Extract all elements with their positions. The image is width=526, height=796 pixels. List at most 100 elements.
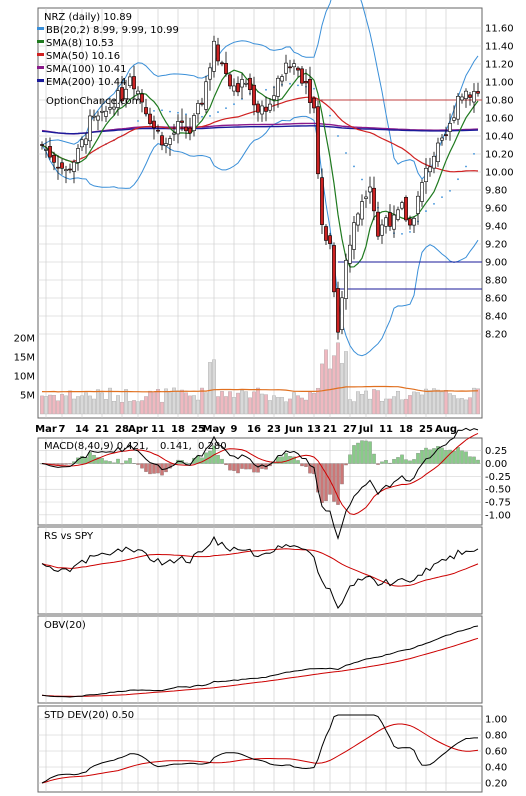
volume-bar xyxy=(316,387,320,415)
bollinger-mid-dot xyxy=(337,135,339,137)
macd-histogram-bar xyxy=(144,463,148,472)
macd-histogram-bar xyxy=(400,454,404,464)
volume-bar xyxy=(452,395,456,415)
candle-body xyxy=(184,126,188,132)
volume-bar xyxy=(280,397,284,415)
candle-body xyxy=(424,167,428,182)
macd-histogram-bar xyxy=(216,455,220,464)
sma50-line xyxy=(41,96,479,173)
candle-body xyxy=(40,144,44,146)
candle-body xyxy=(220,62,224,65)
y-tick-label: 10.00 xyxy=(485,168,514,179)
candle-body xyxy=(352,222,356,250)
macd-histogram-bar xyxy=(380,461,384,464)
candle-body xyxy=(428,166,432,173)
y-tick-label: 9.60 xyxy=(485,204,507,215)
volume-bar xyxy=(272,395,276,415)
candle-body xyxy=(68,168,72,171)
macd-histogram-bar xyxy=(472,456,476,464)
macd-histogram-bar xyxy=(108,461,112,464)
volume-bar xyxy=(140,400,144,415)
macd-histogram-bar xyxy=(376,463,380,465)
volume-bar xyxy=(200,387,204,415)
candle-body xyxy=(88,115,92,142)
y-tick-label: 8.20 xyxy=(485,330,507,341)
volume-bar xyxy=(132,400,136,415)
macd-histogram-bar xyxy=(360,440,364,464)
volume-bar xyxy=(412,391,416,415)
volume-bar xyxy=(340,363,344,415)
macd-histogram-bar xyxy=(324,463,328,502)
macd-histogram-bar xyxy=(80,456,84,464)
volume-bar xyxy=(276,397,280,415)
macd-histogram-bar xyxy=(228,463,232,471)
bollinger-mid-dot xyxy=(361,178,363,181)
volume-bar xyxy=(368,398,372,415)
macd-histogram-bar xyxy=(60,463,64,465)
candle-body xyxy=(248,77,252,91)
volume-bar xyxy=(444,390,448,415)
bollinger-mid-dot xyxy=(185,113,187,116)
candle-body xyxy=(224,62,228,74)
macd-histogram-bar xyxy=(468,456,472,464)
volume-bar xyxy=(328,368,332,415)
volume-bar xyxy=(308,390,312,415)
macd-histogram-bar xyxy=(476,459,480,464)
indicator-panel-frame-2 xyxy=(37,526,483,615)
macd-histogram-bar xyxy=(420,450,424,464)
volume-bar xyxy=(48,394,52,415)
y-tick-label: 8.60 xyxy=(485,294,507,305)
bollinger-mid-dot xyxy=(457,178,459,181)
candle-body xyxy=(112,106,116,110)
macd-histogram-bar xyxy=(136,463,140,465)
candle-body xyxy=(404,197,408,221)
macd-histogram-bar xyxy=(124,460,128,464)
bollinger-mid-dot xyxy=(313,87,315,90)
ema200-line xyxy=(41,125,479,135)
std-average-line xyxy=(41,723,479,784)
volume-bar xyxy=(388,398,392,415)
x-tick-label: 18 xyxy=(399,424,413,435)
legend-label: SMA(8) 10.53 xyxy=(46,38,114,49)
legend-swatch xyxy=(37,40,44,43)
candle-body xyxy=(160,135,164,146)
bollinger-mid-dot xyxy=(425,210,427,212)
bollinger-mid-dot xyxy=(441,196,443,199)
volume-bar xyxy=(268,400,272,415)
macd-histogram-bar xyxy=(112,462,116,464)
volume-bar xyxy=(332,355,336,415)
macd-histogram-bar xyxy=(368,441,372,464)
volume-average-line xyxy=(41,385,479,393)
bollinger-mid-dot xyxy=(465,165,467,168)
candle-body xyxy=(264,106,268,112)
macd-histogram-bar xyxy=(412,459,416,464)
volume-bar xyxy=(408,395,412,415)
volume-bar xyxy=(336,342,340,415)
candle-body xyxy=(232,85,236,92)
volume-bar xyxy=(248,397,252,415)
candle-body xyxy=(144,107,148,115)
legend-swatch xyxy=(37,53,44,56)
macd-signal-value: 0.141, xyxy=(160,441,192,452)
macd-tick-label: 0.00 xyxy=(485,459,507,470)
macd-histogram-bar xyxy=(152,463,156,474)
candle-body xyxy=(400,202,404,209)
volume-bar xyxy=(344,351,348,415)
rs-label: RS vs SPY xyxy=(44,531,94,542)
candle-body xyxy=(284,62,288,74)
macd-histogram-bar xyxy=(408,460,412,464)
candle-body xyxy=(80,139,84,148)
macd-histogram-bar xyxy=(236,463,240,474)
macd-tick-label: -0.25 xyxy=(485,472,511,483)
candle-body xyxy=(168,138,172,145)
bollinger-mid-dot xyxy=(169,110,171,113)
volume-bar xyxy=(232,397,236,415)
legend-label: BB(20,2) 8.99, 9.99, 10.99 xyxy=(46,25,179,36)
volume-bar xyxy=(124,389,128,415)
y-tick-label: 8.80 xyxy=(485,276,507,287)
candle-body xyxy=(152,120,156,128)
volume-bar xyxy=(52,394,56,415)
y-tick-label: 11.40 xyxy=(485,42,514,53)
candle-body xyxy=(412,218,416,226)
volume-bar xyxy=(56,400,60,415)
